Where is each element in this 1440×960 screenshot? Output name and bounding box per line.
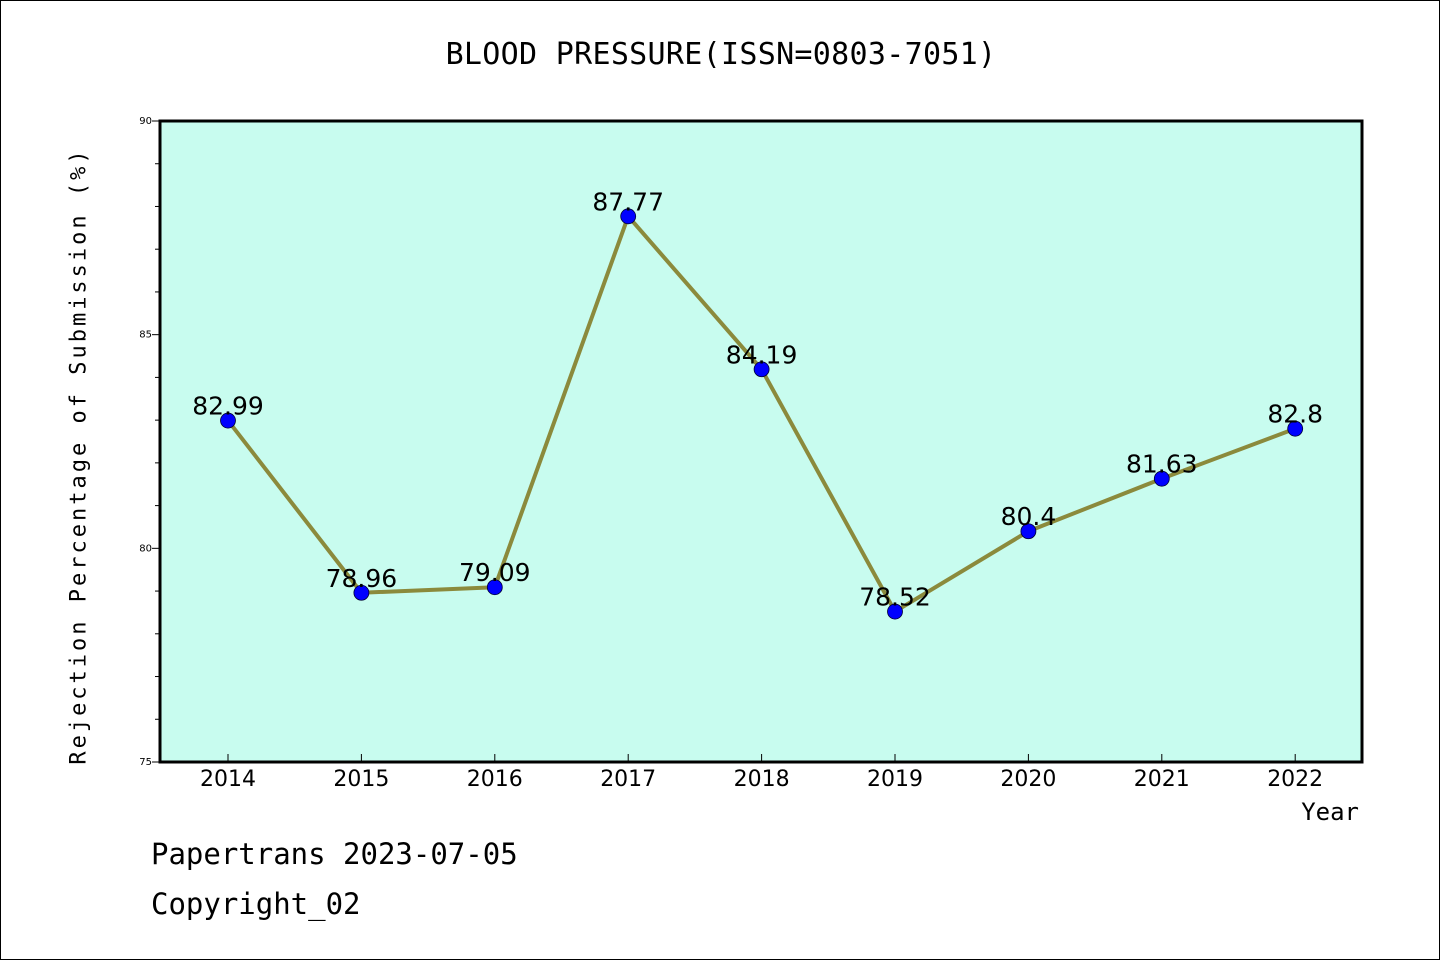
data-point [887,603,903,620]
footer-copyright: Copyright_02 [151,887,361,921]
x-tick-label: 2014 [200,767,256,792]
data-label: 80.4 [1001,502,1057,531]
chart-title: BLOOD PRESSURE(ISSN=0803-7051) [445,37,997,72]
x-tick-label: 2019 [867,767,923,792]
x-tick-label: 2022 [1267,767,1323,792]
data-point [220,412,236,429]
data-label: 78.96 [326,564,398,593]
plot-frame [158,119,1364,764]
footer-source: Papertrans 2023-07-05 [151,837,518,871]
data-point [353,584,370,601]
data-point [486,579,503,596]
x-tick-label: 2018 [734,767,790,792]
data-label: 87.77 [592,187,664,216]
data-label: 82.8 [1267,400,1323,429]
data-point [1153,470,1170,487]
data-label: 78.52 [859,583,931,612]
x-tick-label: 2021 [1134,767,1190,792]
data-label: 81.63 [1126,450,1198,479]
data-label: 79.09 [459,558,531,587]
x-tick-label: 2015 [333,767,389,792]
data-label: 82.99 [192,392,264,421]
data-point [620,208,637,225]
x-tick-label: 2020 [1000,767,1056,792]
plot-area [160,121,1362,762]
y-tick-label: 80 [139,543,152,554]
y-tick-label: 75 [139,757,152,768]
x-tick-label: 2017 [600,767,656,792]
y-tick-label: 90 [139,116,152,127]
data-label: 84.19 [726,340,798,369]
x-tick-label: 2016 [467,767,523,792]
y-tick-label: 85 [139,330,152,341]
data-point [1020,523,1037,540]
x-axis-label: Year [1301,798,1359,826]
data-point [753,361,770,378]
data-point [1287,420,1304,437]
